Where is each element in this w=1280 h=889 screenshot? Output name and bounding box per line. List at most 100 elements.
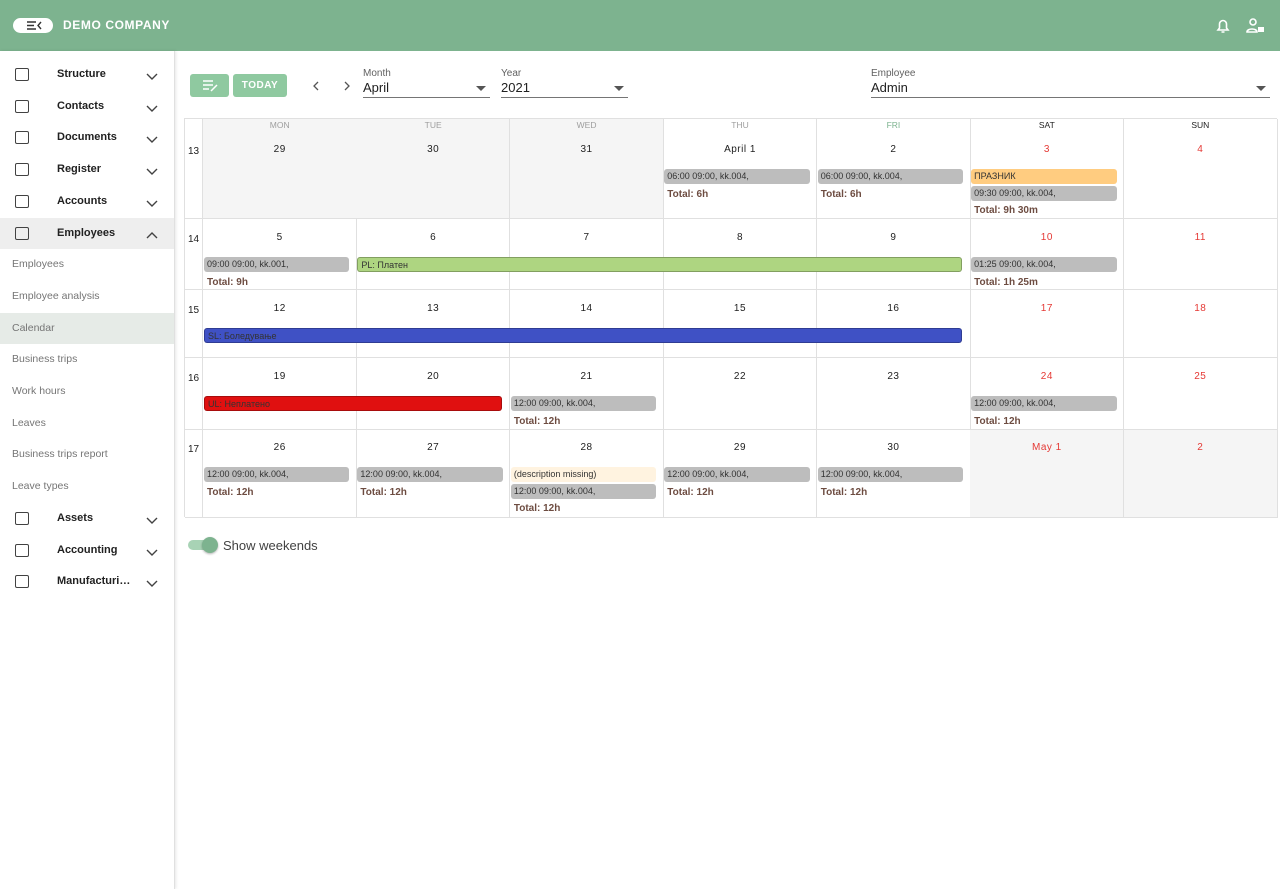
toggle-label: Show weekends — [223, 538, 318, 553]
nav-sublabel: Leaves — [12, 416, 46, 429]
leave-span[interactable]: PL: Платен — [357, 257, 963, 272]
nav-item[interactable]: Assets — [0, 503, 174, 534]
nav-subitem[interactable]: Employees — [0, 249, 174, 280]
day-cell[interactable] — [1123, 358, 1278, 430]
day-cell[interactable] — [663, 219, 818, 290]
today-button[interactable]: TODAY — [233, 74, 287, 97]
view-button[interactable] — [190, 74, 229, 97]
nav-icon — [15, 543, 29, 557]
day-cell[interactable] — [663, 430, 818, 518]
day-number: 23 — [887, 371, 900, 382]
nav-item[interactable]: Contacts — [0, 91, 174, 122]
event-chip[interactable]: 12:00 09:00, kk.004, — [817, 467, 964, 482]
day-cell[interactable] — [970, 430, 1125, 518]
day-cell[interactable] — [356, 430, 511, 518]
day-cell[interactable] — [509, 358, 664, 430]
nav-sublabel: Employees — [12, 258, 64, 271]
nav-subitem[interactable]: Leaves — [0, 408, 174, 439]
chevron — [146, 545, 158, 563]
day-cell[interactable] — [509, 430, 664, 518]
event-chip[interactable]: 06:00 09:00, kk.004, — [817, 169, 964, 184]
nav-subitem[interactable]: Leave types — [0, 471, 174, 502]
event-chip[interactable]: 12:00 09:00, kk.004, — [971, 396, 1117, 411]
day-cell[interactable] — [1123, 119, 1278, 219]
day-cell[interactable] — [970, 219, 1125, 290]
day-cell[interactable] — [1123, 430, 1278, 518]
user-icon[interactable] — [1246, 17, 1266, 35]
day-cell[interactable] — [356, 219, 511, 290]
day-cell[interactable] — [970, 358, 1125, 430]
day-cell[interactable] — [1123, 219, 1278, 290]
employee-select[interactable]: Admin — [871, 80, 1270, 98]
nav-item[interactable]: Employees — [0, 217, 174, 249]
day-cell[interactable] — [970, 119, 1125, 219]
day-cell[interactable] — [356, 290, 511, 358]
weekends-toggle[interactable] — [188, 537, 218, 553]
nav-subitem[interactable]: Employee analysis — [0, 281, 174, 312]
chevron-icon — [146, 549, 158, 556]
day-cell[interactable] — [663, 290, 818, 358]
year-select[interactable]: 2021 — [501, 80, 628, 98]
day-cell[interactable] — [509, 290, 664, 358]
leave-span[interactable]: SL: Боледување — [204, 328, 963, 343]
nav-item[interactable]: Documents — [0, 122, 174, 153]
nav-subitem[interactable]: Business trips report — [0, 439, 174, 470]
day-cell[interactable] — [203, 219, 358, 290]
day-cell[interactable] — [970, 290, 1125, 358]
nav-item[interactable]: Accounting — [0, 535, 174, 566]
weekday-label: SUN — [1191, 120, 1210, 130]
event-chip[interactable]: 12:00 09:00, kk.004, — [204, 467, 350, 482]
day-cell[interactable] — [509, 219, 664, 290]
day-cell[interactable] — [203, 430, 358, 518]
event-chip[interactable]: 12:00 09:00, kk.004, — [357, 467, 503, 482]
day-cell[interactable] — [816, 119, 971, 219]
day-cell[interactable] — [663, 119, 818, 219]
nav-item[interactable]: Accounts — [0, 186, 174, 217]
nav-subitem[interactable]: Calendar — [0, 312, 174, 344]
nav-subitem[interactable]: Work hours — [0, 376, 174, 407]
day-cell[interactable] — [816, 219, 971, 290]
nav-item[interactable]: Manufacturi… — [0, 566, 174, 597]
day-cell[interactable] — [1123, 290, 1278, 358]
event-chip[interactable]: 12:00 09:00, kk.004, — [510, 396, 657, 411]
event-chip[interactable]: 09:00 09:00, kk.001, — [204, 257, 350, 272]
day-total: Total: 1h 25m — [974, 276, 1038, 288]
day-number: 29 — [733, 442, 747, 453]
next-button[interactable] — [341, 80, 353, 92]
day-cell[interactable] — [816, 290, 971, 358]
day-cell[interactable] — [356, 119, 511, 219]
menu-button[interactable] — [13, 18, 53, 33]
event-chip[interactable]: 09:30 09:00, kk.004, — [971, 185, 1117, 201]
day-cell[interactable] — [509, 119, 664, 219]
prev-button[interactable] — [310, 80, 322, 92]
day-cell[interactable] — [356, 358, 511, 430]
chevron — [146, 513, 158, 531]
day-cell[interactable] — [203, 119, 358, 219]
nav-subitem[interactable]: Business trips — [0, 344, 174, 375]
week-number: 14 — [188, 234, 200, 245]
nav-item[interactable]: Register — [0, 154, 174, 185]
event-chip[interactable]: 06:00 09:00, kk.004, — [664, 169, 810, 184]
day-cell[interactable] — [816, 358, 971, 430]
notifications-icon[interactable] — [1214, 17, 1232, 35]
leave-span[interactable]: UL: Неплатено — [204, 396, 502, 411]
day-number: 2 — [890, 144, 897, 155]
event-chip[interactable]: ПРАЗНИК — [971, 169, 1117, 184]
chevron-icon — [146, 200, 158, 207]
view-icon — [203, 80, 218, 92]
nav-icon — [15, 68, 29, 81]
day-cell[interactable] — [203, 358, 358, 430]
day-cell[interactable] — [663, 358, 818, 430]
event-chip[interactable]: 12:00 09:00, kk.004, — [664, 467, 810, 482]
nav-item[interactable]: Structure — [0, 59, 174, 90]
chevron — [146, 132, 158, 150]
day-total: Total: 9h 30m — [974, 205, 1038, 216]
day-number: 14 — [580, 303, 593, 314]
week-cell — [185, 290, 203, 358]
event-chip[interactable]: (description missing) — [510, 467, 657, 482]
weekday-label: THU — [731, 120, 749, 130]
month-select[interactable]: April — [363, 80, 490, 98]
event-chip[interactable]: 01:25 09:00, kk.004, — [971, 257, 1117, 272]
day-cell[interactable] — [203, 290, 358, 358]
event-chip[interactable]: 12:00 09:00, kk.004, — [510, 483, 657, 499]
